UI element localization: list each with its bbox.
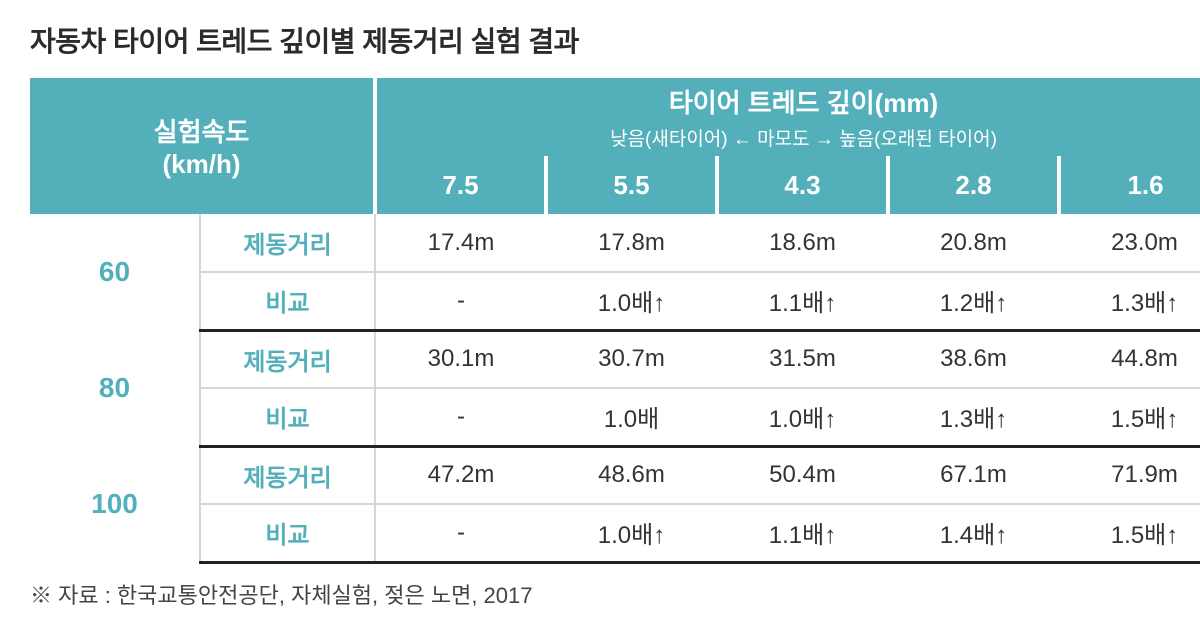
cell: 30.7m — [546, 330, 717, 388]
cell: 1.0배↑ — [546, 504, 717, 562]
cell: - — [375, 388, 546, 446]
cell: - — [375, 504, 546, 562]
cell: 44.8m — [1059, 330, 1200, 388]
cell: 17.8m — [546, 214, 717, 272]
cell: 1.3배↑ — [888, 388, 1059, 446]
header-depth: 타이어 트레드 깊이(mm) 낮음(새타이어) ← 마모도 → 높음(오래된 타… — [375, 78, 1200, 156]
cell: 1.0배 — [546, 388, 717, 446]
cell: 1.2배↑ — [888, 272, 1059, 330]
cell: 71.9m — [1059, 446, 1200, 504]
cell: 30.1m — [375, 330, 546, 388]
data-table: 실험속도 (km/h) 타이어 트레드 깊이(mm) 낮음(새타이어) ← 마모… — [30, 78, 1200, 564]
header-depth-4: 1.6 — [1059, 156, 1200, 214]
header-depth-0: 7.5 — [375, 156, 546, 214]
footnote: ※ 자료 : 한국교통안전공단, 자체실험, 젖은 노면, 2017 — [30, 578, 1170, 610]
speed-0: 60 — [30, 214, 200, 330]
cell: 1.3배↑ — [1059, 272, 1200, 330]
header-depth-1: 5.5 — [546, 156, 717, 214]
metric-distance: 제동거리 — [200, 330, 375, 388]
header-speed-line2: (km/h) — [163, 149, 241, 179]
cell: 1.4배↑ — [888, 504, 1059, 562]
header-speed: 실험속도 (km/h) — [30, 78, 375, 214]
header-depth-title: 타이어 트레드 깊이(mm) — [669, 88, 938, 118]
header-depth-3: 2.8 — [888, 156, 1059, 214]
metric-compare: 비교 — [200, 388, 375, 446]
cell: 1.1배↑ — [717, 504, 888, 562]
cell: 50.4m — [717, 446, 888, 504]
cell: 1.1배↑ — [717, 272, 888, 330]
speed-1: 80 — [30, 330, 200, 446]
cell: 17.4m — [375, 214, 546, 272]
cell: 47.2m — [375, 446, 546, 504]
cell: 1.0배↑ — [717, 388, 888, 446]
metric-compare: 비교 — [200, 272, 375, 330]
cell: 48.6m — [546, 446, 717, 504]
cell: 38.6m — [888, 330, 1059, 388]
header-depth-2: 4.3 — [717, 156, 888, 214]
cell: 23.0m — [1059, 214, 1200, 272]
header-speed-line1: 실험속도 — [154, 117, 250, 147]
metric-distance: 제동거리 — [200, 446, 375, 504]
page-title: 자동차 타이어 트레드 깊이별 제동거리 실험 결과 — [30, 20, 1170, 60]
cell: 18.6m — [717, 214, 888, 272]
cell: - — [375, 272, 546, 330]
cell: 31.5m — [717, 330, 888, 388]
cell: 1.5배↑ — [1059, 388, 1200, 446]
metric-compare: 비교 — [200, 504, 375, 562]
cell: 20.8m — [888, 214, 1059, 272]
cell: 67.1m — [888, 446, 1059, 504]
cell: 1.0배↑ — [546, 272, 717, 330]
header-depth-subtitle: 낮음(새타이어) ← 마모도 → 높음(오래된 타이어) — [377, 124, 1200, 151]
metric-distance: 제동거리 — [200, 214, 375, 272]
cell: 1.5배↑ — [1059, 504, 1200, 562]
speed-2: 100 — [30, 446, 200, 562]
